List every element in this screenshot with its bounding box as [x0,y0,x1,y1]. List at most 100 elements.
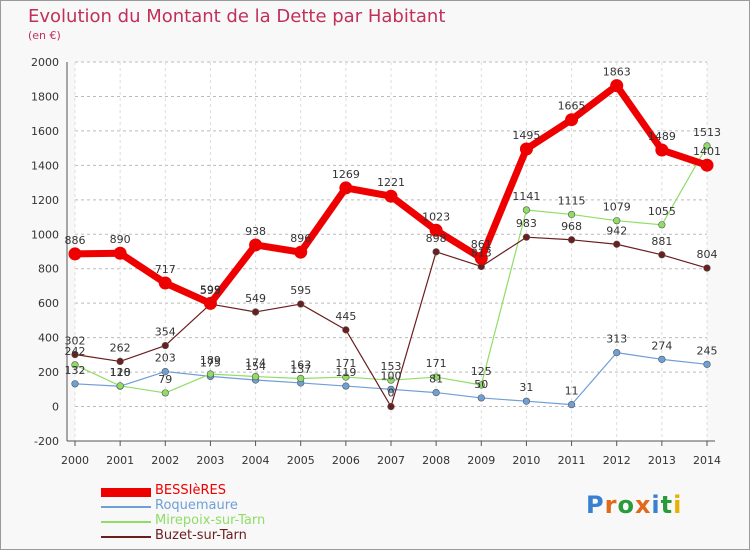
chart-subtitle: (en €) [28,29,61,42]
data-label: 861 [471,238,492,251]
x-tick-label: 2008 [422,454,450,467]
data-point [71,361,79,369]
y-tick-label: 0 [52,401,59,414]
data-point [703,360,711,368]
legend-swatch [101,506,151,508]
legend-swatch [101,488,151,497]
data-point [206,370,215,378]
y-tick-label: 800 [38,263,59,276]
data-point [703,142,711,150]
data-label: 813 [471,246,492,259]
x-tick-label: 2013 [648,454,676,467]
data-label: 1115 [558,194,586,207]
data-point [519,142,533,156]
x-tick-label: 2000 [61,454,89,467]
data-point [613,217,621,225]
data-label: 120 [110,366,131,379]
y-tick-label: 2000 [31,56,59,69]
data-label: 1495 [512,129,540,142]
data-point [655,143,669,157]
data-point [477,394,485,402]
x-tick-label: 2004 [242,454,270,467]
data-label: 81 [429,373,443,386]
data-point [158,276,172,290]
data-point [161,341,169,350]
data-label: 1269 [332,168,360,181]
proxiti-logo: Proxiti [586,491,683,519]
data-point [387,402,395,411]
x-tick-label: 2006 [332,454,360,467]
data-label: 942 [606,224,627,237]
data-label: 153 [381,360,402,373]
data-label: 100 [381,369,402,382]
data-label: 886 [65,234,86,247]
data-label: 171 [426,357,447,370]
data-label: 968 [561,220,582,233]
data-point [567,210,576,219]
y-tick-label: 200 [38,366,59,379]
x-tick-label: 2001 [106,454,134,467]
data-point [522,233,531,241]
x-tick-label: 2010 [512,454,540,467]
data-label: 132 [65,364,86,377]
data-label: 171 [335,357,356,370]
y-tick-label: 1200 [31,194,59,207]
data-label: 119 [335,366,356,379]
data-label: 302 [65,335,86,348]
data-label: 274 [651,339,672,352]
legend-label: Buzet-sur-Tarn [155,528,247,543]
data-label: 354 [155,326,176,339]
data-point [432,388,440,397]
data-point [610,79,624,93]
data-point [251,308,260,316]
y-tick-label: 1400 [31,159,59,172]
data-label: 599 [200,283,221,296]
data-point [342,373,350,381]
x-tick-label: 2014 [693,454,721,467]
data-point [294,245,308,259]
data-label: 717 [155,263,176,276]
data-point [567,236,576,244]
data-point [658,251,666,259]
data-point [116,382,124,390]
data-point [71,350,79,359]
data-label: 0 [388,387,395,400]
data-label: 175 [200,356,221,369]
data-point [384,189,398,203]
data-point [432,248,440,256]
x-tick-label: 2009 [467,454,495,467]
data-label: 125 [471,365,492,378]
data-label: 174 [245,357,266,370]
data-label: 1023 [422,210,450,223]
data-point [522,397,531,405]
data-label: 881 [651,235,672,248]
data-point [429,223,443,237]
data-label: 118 [110,366,131,379]
data-point [203,296,217,310]
data-label: 203 [155,352,176,365]
data-point [249,238,263,252]
data-label: 137 [290,363,311,376]
data-point [342,326,350,334]
legend-swatch [101,536,151,538]
data-label: 898 [426,232,447,245]
data-label: 31 [519,381,533,394]
data-label: 163 [290,358,311,371]
data-label: 804 [697,248,718,261]
data-point [700,158,714,172]
data-label: 313 [606,333,627,346]
data-point [297,300,305,308]
data-label: 1221 [377,176,405,189]
legend-label: BESSIèRES [155,483,226,498]
y-tick-label: -200 [34,435,59,448]
y-tick-label: 1000 [31,228,59,241]
data-label: 245 [697,344,718,357]
y-tick-label: 1800 [31,90,59,103]
data-label: 896 [290,232,311,245]
data-point [387,376,395,384]
data-point [613,349,621,357]
data-point [474,251,488,265]
data-label: 595 [290,284,311,297]
data-point [71,380,79,388]
